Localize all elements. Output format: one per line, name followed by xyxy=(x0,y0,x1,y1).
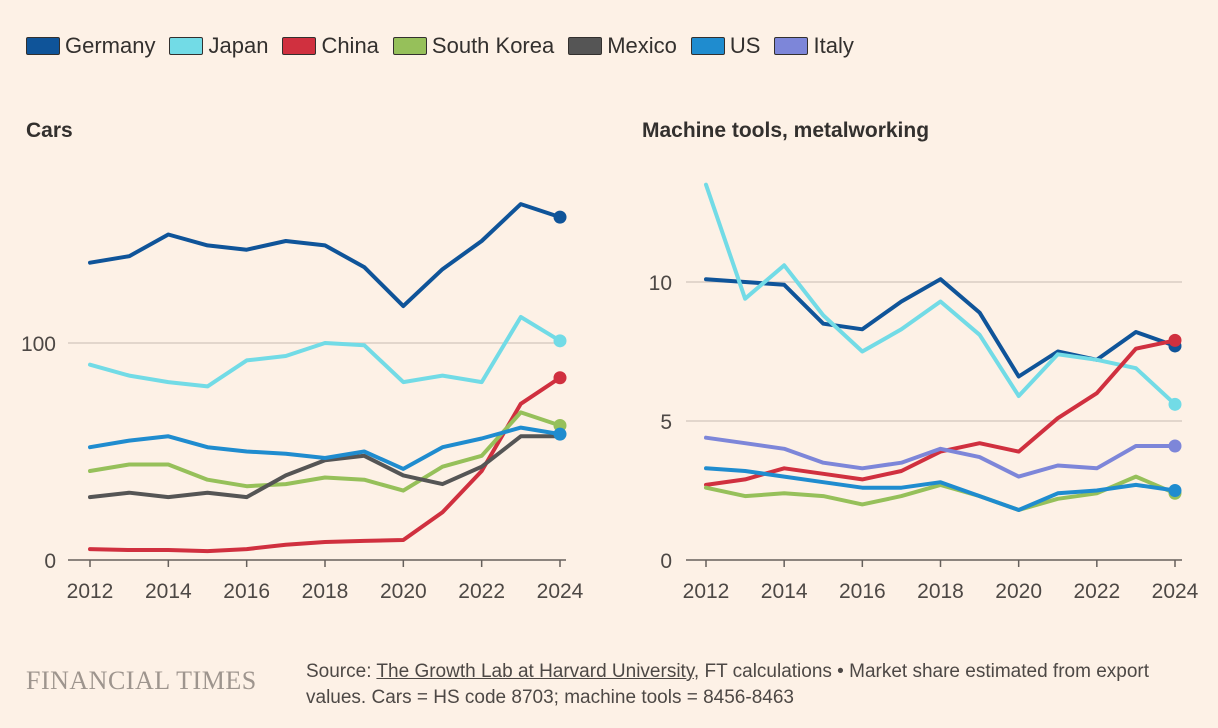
legend-item-us: US xyxy=(690,33,761,59)
legend-item-italy: Italy xyxy=(774,33,854,59)
x-tick-label: 2024 xyxy=(537,580,584,603)
series-line-italy xyxy=(704,435,1177,479)
x-tick-label: 2012 xyxy=(67,580,114,603)
end-dot-italy xyxy=(1168,439,1182,453)
legend-swatch xyxy=(282,37,317,55)
x-tick-label: 2024 xyxy=(1152,580,1199,603)
series-line-japan xyxy=(88,315,562,389)
y-tick-label: 0 xyxy=(44,550,56,573)
series-line-us xyxy=(704,466,1177,512)
series-line-china xyxy=(704,338,1177,487)
end-dot-us xyxy=(1168,484,1182,497)
y-tick-label: 5 xyxy=(660,411,672,434)
legend: Germany Japan China South Korea Mexico US Ital… xyxy=(26,33,868,59)
x-tick-label: 2018 xyxy=(917,580,964,603)
legend-label: US xyxy=(729,33,761,58)
end-dot-china xyxy=(1168,333,1182,347)
x-tick-label: 2022 xyxy=(1073,580,1120,603)
x-tick-label: 2022 xyxy=(458,580,505,603)
series-line-us xyxy=(88,425,562,471)
source-rest: , FT calculations • Market share estimat… xyxy=(306,661,1150,708)
source-link[interactable]: The Growth Lab at Harvard University xyxy=(376,661,694,682)
end-dot-us xyxy=(553,427,567,441)
legend-swatch xyxy=(392,37,427,55)
legend-label: Germany xyxy=(65,33,156,58)
end-dot-japan xyxy=(1168,397,1182,411)
chart-title: Machine tools, metalworking xyxy=(642,119,929,142)
series-line-germany xyxy=(88,202,562,309)
series-line-japan xyxy=(704,182,1177,407)
x-tick-label: 2012 xyxy=(683,580,730,603)
legend-item-china: China xyxy=(282,33,379,59)
y-tick-label: 0 xyxy=(660,550,672,573)
chart-title: Cars xyxy=(26,119,73,142)
x-tick-label: 2016 xyxy=(223,580,270,603)
legend-label: Japan xyxy=(208,33,269,58)
legend-swatch xyxy=(568,37,603,55)
source-note: Source: The Growth Lab at Harvard Univer… xyxy=(306,659,1186,711)
legend-swatch xyxy=(26,37,60,55)
source-prefix: Source: xyxy=(306,661,377,682)
x-tick-label: 2020 xyxy=(380,580,427,603)
legend-label: China xyxy=(321,33,379,58)
y-tick-label: 10 xyxy=(649,272,672,295)
legend-item-south-korea: South Korea xyxy=(392,33,555,59)
legend-label: South Korea xyxy=(431,33,555,58)
legend-label: Italy xyxy=(813,33,854,58)
x-tick-label: 2020 xyxy=(995,580,1042,603)
x-tick-label: 2018 xyxy=(302,580,349,603)
end-dot-china xyxy=(553,371,567,385)
series-line-south-korea xyxy=(704,474,1177,512)
legend-swatch xyxy=(690,37,725,55)
legend-item-germany: Germany xyxy=(26,33,155,59)
x-tick-label: 2014 xyxy=(145,580,192,603)
legend-item-mexico: Mexico xyxy=(568,33,677,59)
legend-swatch xyxy=(169,37,204,55)
series-line-mexico xyxy=(88,434,562,500)
legend-item-japan: Japan xyxy=(169,33,268,59)
x-tick-label: 2016 xyxy=(839,580,886,603)
ft-logo: FINANCIAL TIMES xyxy=(26,666,257,695)
end-dot-germany xyxy=(553,210,567,224)
y-tick-label: 100 xyxy=(21,333,56,356)
end-dot-japan xyxy=(553,334,567,348)
legend-swatch xyxy=(774,37,809,55)
series-line-china xyxy=(88,375,562,554)
x-tick-label: 2014 xyxy=(761,580,808,603)
series-line-south-korea xyxy=(88,410,562,493)
legend-label: Mexico xyxy=(607,33,677,58)
